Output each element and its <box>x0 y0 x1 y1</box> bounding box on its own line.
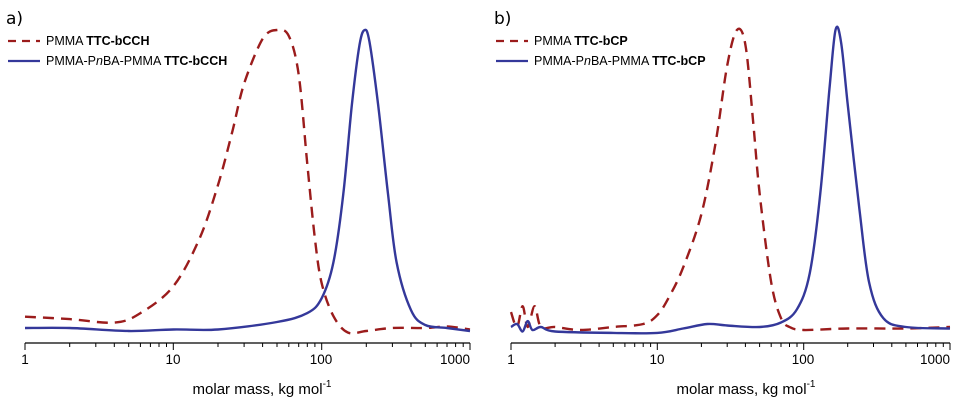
tick-label-b-10: 10 <box>649 352 664 367</box>
legend-entry-b-1: PMMA-PnBA-PMMA TTC-bCP <box>534 54 706 68</box>
tick-label-b-100: 100 <box>792 352 815 367</box>
panel-label-a: a) <box>6 9 23 29</box>
tick-label-b-1000: 1000 <box>920 352 950 367</box>
legend-entry-a-1: PMMA-PnBA-PMMA TTC-bCCH <box>46 54 227 68</box>
x-axis-label-b: molar mass, kg mol-1 <box>677 379 816 398</box>
series-line-a-triblock <box>24 28 471 333</box>
panel-label-b: b) <box>494 9 511 29</box>
x-ticks-a <box>24 343 471 350</box>
series-line-a-pmma <box>24 28 471 335</box>
legend-entry-b-0: PMMA TTC-bCP <box>534 34 628 48</box>
panel-a: a) PMMA TTC-bCCH PMMA-PnBA-PMMA TTC-bCCH… <box>6 9 471 398</box>
series-line-b-pmma <box>509 27 951 332</box>
tick-label-a-10: 10 <box>165 352 180 367</box>
tick-label-a-100: 100 <box>310 352 333 367</box>
x-axis-label-a: molar mass, kg mol-1 <box>193 379 332 398</box>
tick-label-b-1: 1 <box>507 352 515 367</box>
panel-b: b) PMMA TTC-bCP PMMA-PnBA-PMMA TTC-bCP 1… <box>494 9 951 398</box>
legend-entry-a-0: PMMA TTC-bCCH <box>46 34 149 48</box>
tick-label-a-1: 1 <box>21 352 29 367</box>
x-ticks-b <box>510 343 951 350</box>
tick-label-a-1000: 1000 <box>440 352 470 367</box>
series-line-b-triblock <box>510 25 951 335</box>
